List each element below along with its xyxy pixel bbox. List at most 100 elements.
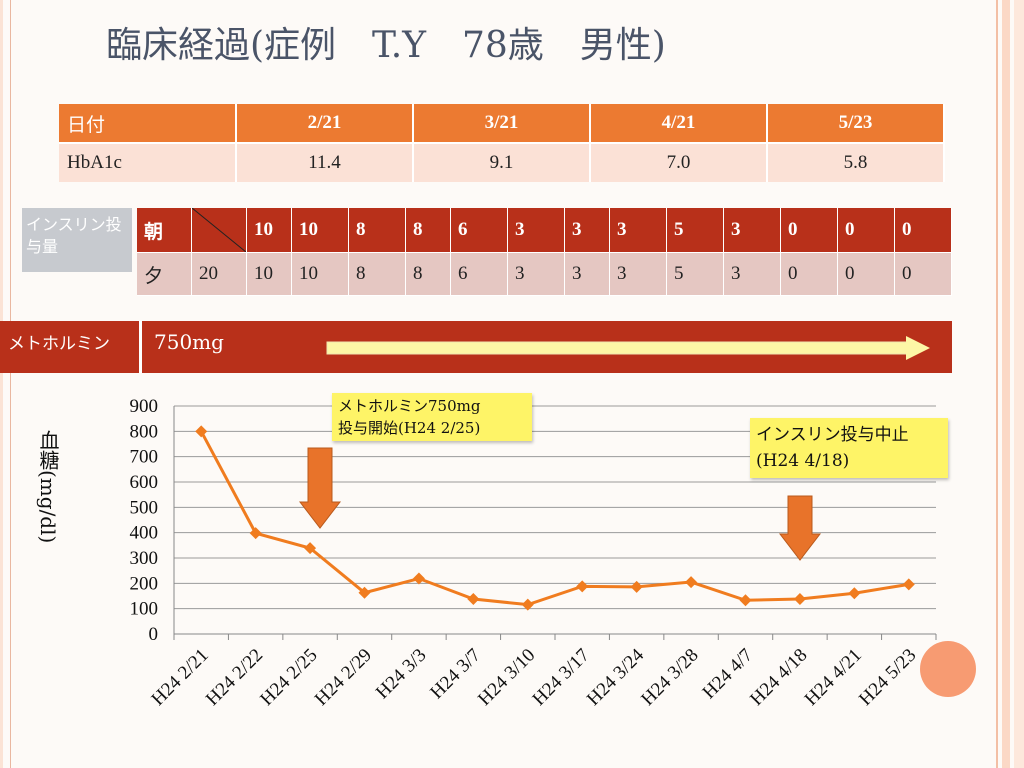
data-point (902, 578, 915, 591)
data-point (576, 580, 589, 593)
hba1c-value-row: HbA1c 11.4 9.1 7.0 5.8 (59, 142, 945, 182)
hba1c-value: 9.1 (413, 142, 591, 182)
y-tick-label: 100 (130, 599, 159, 620)
insulin-morning-dose: 0 (780, 208, 838, 253)
x-tick-label: H24 4/21 (801, 645, 866, 710)
insulin-morning-dose: 10 (291, 208, 349, 253)
right-stripe-1 (996, 0, 998, 768)
series-line (199, 430, 910, 607)
y-tick-label: 600 (130, 472, 159, 493)
date-cell: 3/21 (413, 104, 591, 143)
metformin-label: メトホルミン (0, 321, 142, 373)
insulin-morning-dose: 0 (837, 208, 895, 253)
insulin-table: 朝 10 10 8 8 6 3 3 3 5 3 0 0 0 夕 20 10 10 8 8 6 3 3 3 5 3 0 0 0 (137, 208, 952, 296)
insulin-evening-dose: 3 (723, 252, 781, 296)
x-tick-label: H24 3/17 (529, 645, 594, 710)
insulin-morning-dose: 3 (609, 208, 667, 253)
y-tick-label: 500 (130, 497, 159, 518)
insulin-evening-dose: 20 (191, 252, 247, 296)
left-border-line (10, 0, 11, 768)
data-point (412, 572, 425, 585)
metformin-dose: 750mg (154, 330, 224, 354)
data-point (195, 425, 208, 438)
date-cell: 4/21 (590, 104, 768, 143)
insulin-evening-dose: 8 (348, 252, 406, 296)
insulin-stop-arrow (778, 495, 822, 561)
y-tick-label: 200 (130, 573, 159, 594)
insulin-evening-dose: 0 (894, 252, 952, 296)
insulin-morning-dose: 10 (246, 208, 292, 253)
hba1c-value: 11.4 (236, 142, 414, 182)
callout-line: (H24 4/18) (756, 451, 850, 471)
x-tick-label: H24 3/28 (637, 645, 702, 710)
morning-label: 朝 (137, 208, 192, 253)
y-tick-label: 900 (130, 396, 159, 417)
callout-line: 投与開始(H24 2/25) (338, 419, 481, 437)
hba1c-value: 5.8 (767, 142, 945, 182)
hba1c-value: 7.0 (590, 142, 768, 182)
y-tick-label: 0 (149, 624, 159, 645)
x-tick-label: H24 2/29 (311, 645, 376, 710)
data-point (304, 542, 317, 555)
insulin-evening-dose: 0 (837, 252, 895, 296)
decorative-orange-circle (920, 641, 976, 697)
right-stripe-3 (1014, 0, 1024, 768)
insulin-dose-label: インスリン投与量 (22, 208, 132, 272)
date-cell: 2/21 (236, 104, 414, 143)
y-tick-label: 300 (130, 548, 159, 569)
insulin-evening-dose: 10 (291, 252, 349, 296)
x-tick-label: H24 3/24 (583, 644, 649, 710)
date-cell: 5/23 (767, 104, 945, 143)
diagonal-empty-cell (191, 208, 247, 253)
data-point (249, 527, 262, 540)
metformin-duration-arrow (326, 336, 930, 360)
insulin-morning-dose: 5 (666, 208, 724, 253)
data-point (521, 598, 534, 611)
insulin-morning-dose: 3 (507, 208, 565, 253)
insulin-evening-row: 夕 20 10 10 8 8 6 3 3 3 5 3 0 0 0 (137, 252, 952, 296)
data-point (685, 576, 698, 589)
x-tick-label: H24 4/18 (746, 645, 811, 710)
x-tick-label: H24 2/22 (202, 645, 267, 710)
data-point (793, 593, 806, 606)
data-point (739, 594, 752, 607)
insulin-evening-dose: 3 (507, 252, 565, 296)
data-point (467, 593, 480, 606)
insulin-evening-dose: 6 (450, 252, 508, 296)
data-point (358, 586, 371, 599)
callout-line: インスリン投与中止 (756, 425, 909, 445)
insulin-morning-dose: 8 (348, 208, 406, 253)
y-tick-label: 700 (130, 447, 159, 468)
x-tick-label: H24 5/23 (855, 645, 920, 710)
evening-label: 夕 (137, 252, 192, 296)
insulin-morning-dose: 8 (405, 208, 451, 253)
date-header-label: 日付 (59, 104, 237, 143)
insulin-morning-dose: 0 (894, 208, 952, 253)
insulin-evening-dose: 5 (666, 252, 724, 296)
x-tick-label: H24 2/21 (148, 645, 213, 710)
hba1c-row-label: HbA1c (59, 142, 237, 182)
insulin-morning-dose: 6 (450, 208, 508, 253)
insulin-morning-dose: 3 (723, 208, 781, 253)
x-tick-label: H24 3/3 (372, 645, 431, 704)
metformin-start-callout: メトホルミン750mg 投与開始(H24 2/25) (332, 393, 532, 441)
right-stripe-2 (1002, 0, 1010, 768)
hba1c-header-row: 日付 2/21 3/21 4/21 5/23 (59, 104, 945, 143)
insulin-evening-dose: 8 (405, 252, 451, 296)
data-point (848, 587, 861, 600)
insulin-evening-dose: 3 (609, 252, 667, 296)
insulin-morning-dose: 3 (564, 208, 610, 253)
callout-line: メトホルミン750mg (338, 397, 481, 415)
y-tick-label: 800 (130, 421, 159, 442)
insulin-morning-row: 朝 10 10 8 8 6 3 3 3 5 3 0 0 0 (137, 208, 952, 253)
x-tick-label: H24 2/25 (256, 645, 321, 710)
left-edge-stripe (0, 0, 3, 768)
data-point (630, 580, 643, 593)
insulin-evening-dose: 0 (780, 252, 838, 296)
hba1c-table: 日付 2/21 3/21 4/21 5/23 HbA1c 11.4 9.1 7.… (59, 104, 945, 182)
insulin-stop-callout: インスリン投与中止 (H24 4/18) (750, 418, 948, 478)
slide-title: 臨床経過(症例 T.Y 78歳 男性) (106, 25, 666, 66)
y-axis-label: 血糖(mg/dl) (36, 430, 60, 544)
insulin-evening-dose: 3 (564, 252, 610, 296)
